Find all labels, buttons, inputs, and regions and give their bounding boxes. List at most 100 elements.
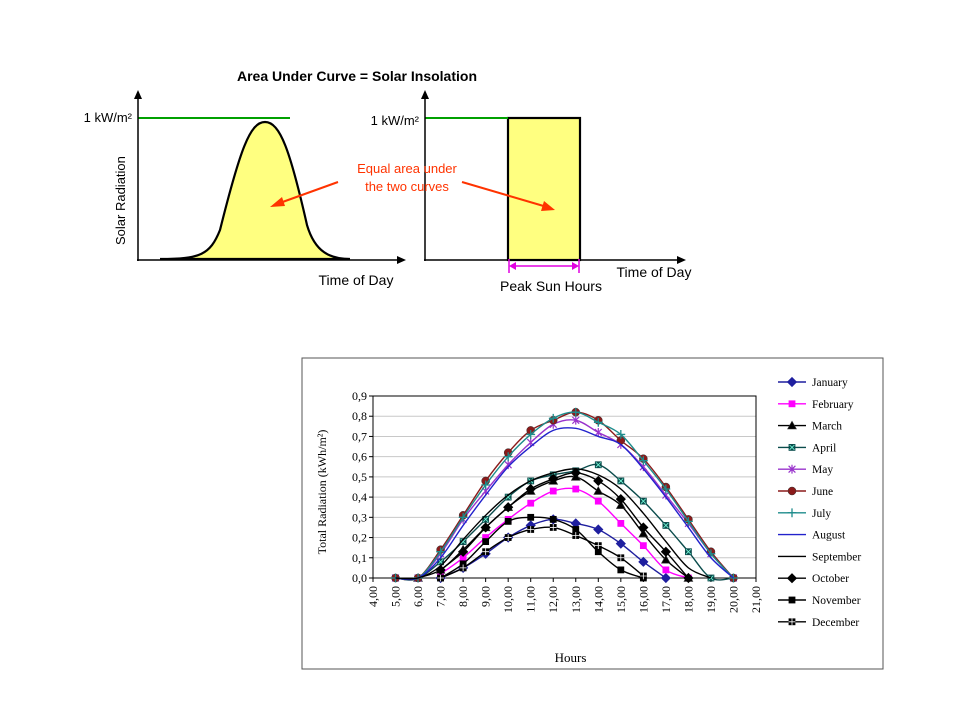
insolation-diagram: Area Under Curve = Solar Insolation 1 kW… <box>84 68 692 294</box>
data-point <box>571 415 580 425</box>
x-tick-label: 7,00 <box>434 586 448 607</box>
data-point-grid <box>788 618 796 626</box>
data-point-cross <box>685 549 692 555</box>
data-point-grid <box>617 554 625 562</box>
bracket-left-arrow <box>509 262 516 270</box>
legend-label: January <box>812 377 848 389</box>
legend-label: October <box>812 573 849 585</box>
data-point-grid <box>504 534 512 541</box>
y-tick-label: 0,2 <box>352 531 367 545</box>
data-point-grid <box>549 524 557 531</box>
data-point-cross <box>460 538 466 545</box>
data-point <box>788 596 796 604</box>
series-september <box>395 468 712 580</box>
data-point <box>549 515 557 523</box>
data-point <box>548 473 559 485</box>
data-point <box>572 526 580 533</box>
legend-item-november: November <box>778 595 861 607</box>
y-tick-label: 0,7 <box>352 429 367 443</box>
annotation-arrowhead-left <box>270 197 285 207</box>
legend-item-june: June <box>778 486 833 498</box>
legend-item-august: August <box>778 530 846 542</box>
data-point <box>593 486 604 495</box>
data-point <box>616 430 626 439</box>
data-point-cross <box>640 498 647 504</box>
data-point-grid <box>437 574 444 582</box>
data-point <box>787 508 797 518</box>
x-tick-label: 6,00 <box>411 586 425 607</box>
y-tick-label: 0,5 <box>352 470 367 484</box>
data-point <box>639 497 647 505</box>
left-level-label: 1 kW/m² <box>84 110 133 125</box>
legend-item-december: December <box>778 617 859 629</box>
x-tick-label: 10,00 <box>501 586 515 613</box>
y-tick-label: 0,1 <box>352 551 367 565</box>
annotation-arrow-right <box>461 181 548 208</box>
data-point <box>660 572 671 584</box>
data-point <box>482 548 490 556</box>
left-y-arrow <box>134 90 142 99</box>
series-line <box>440 526 644 579</box>
y-tick-label: 0,6 <box>352 450 367 464</box>
x-tick-label: 9,00 <box>479 586 493 607</box>
data-point <box>685 548 692 556</box>
right-y-arrow <box>421 90 429 99</box>
legend-item-march: March <box>778 420 842 433</box>
data-point <box>638 456 648 466</box>
data-point <box>684 516 693 526</box>
series-line <box>395 411 734 581</box>
x-tick-label: 15,00 <box>614 586 628 613</box>
left-ylabel: Solar Radiation <box>113 156 128 245</box>
peak-sun-rectangle <box>506 116 582 262</box>
data-point <box>570 467 581 478</box>
y-tick-label: 0,0 <box>352 571 367 585</box>
x-tick-label: 12,00 <box>546 586 560 613</box>
data-point <box>615 494 626 505</box>
series-line <box>395 419 734 581</box>
annotation-arrow-left <box>276 181 339 205</box>
data-point <box>660 546 671 557</box>
data-point <box>786 376 798 388</box>
data-point <box>594 542 602 550</box>
data-point <box>549 487 557 495</box>
data-point <box>615 500 626 509</box>
data-point <box>787 486 797 496</box>
data-point <box>459 564 467 572</box>
data-point-grid <box>527 526 535 533</box>
monthly-radiation-chart: 0,0 0,1 0,2 0,3 0,4 0,5 0,6 0,7 0,8 0,9 4,00 5,00 6,… <box>315 376 861 665</box>
legend-item-february: February <box>778 399 854 411</box>
right-level-label: 1 kW/m² <box>371 113 420 128</box>
data-point <box>786 573 798 584</box>
data-point-cross <box>618 478 624 484</box>
data-point <box>662 566 670 574</box>
data-point <box>527 513 535 521</box>
data-point <box>459 538 467 545</box>
series-line <box>395 411 735 581</box>
series-line <box>395 463 734 581</box>
data-point <box>548 413 558 423</box>
x-tick-label: 19,00 <box>704 586 718 613</box>
legend-label: December <box>812 617 859 629</box>
data-point-grid <box>459 564 467 572</box>
data-point-cross <box>789 444 795 451</box>
data-point-grid <box>594 542 602 550</box>
legend-item-july: July <box>778 508 831 520</box>
x-tick-label: 17,00 <box>659 586 673 613</box>
data-point <box>526 430 536 439</box>
data-point <box>549 524 557 531</box>
data-point <box>683 572 694 584</box>
series-october <box>435 467 694 584</box>
data-point <box>480 522 491 533</box>
diagram-left-panel: 1 kW/m² Solar Radiation Time of Day <box>84 90 406 288</box>
data-point-cross <box>595 462 601 468</box>
data-point <box>788 400 796 408</box>
data-point-cross <box>663 522 669 529</box>
series-line <box>395 468 712 580</box>
series-line <box>440 516 644 579</box>
data-point <box>617 520 625 527</box>
data-point-grid <box>572 532 580 539</box>
legend-label: February <box>812 399 854 411</box>
legend: January February March April May June July Augu… <box>778 376 861 629</box>
legend-item-october: October <box>778 573 849 585</box>
